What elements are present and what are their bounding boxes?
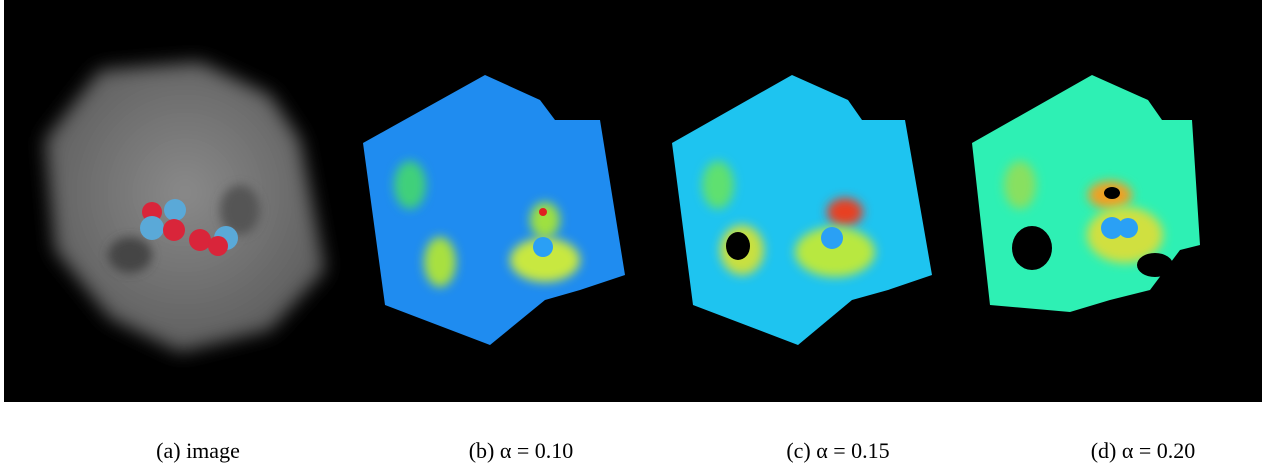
figure-image [0,0,1280,410]
caption: (d) α = 0.20 [1013,438,1273,464]
figure: (a) image (b) α = 0.10 (c) α = 0.15 (d) … [0,0,1280,473]
caption: (a) image [68,438,328,464]
caption: (b) α = 0.10 [391,438,651,464]
caption: (c) α = 0.15 [708,438,968,464]
